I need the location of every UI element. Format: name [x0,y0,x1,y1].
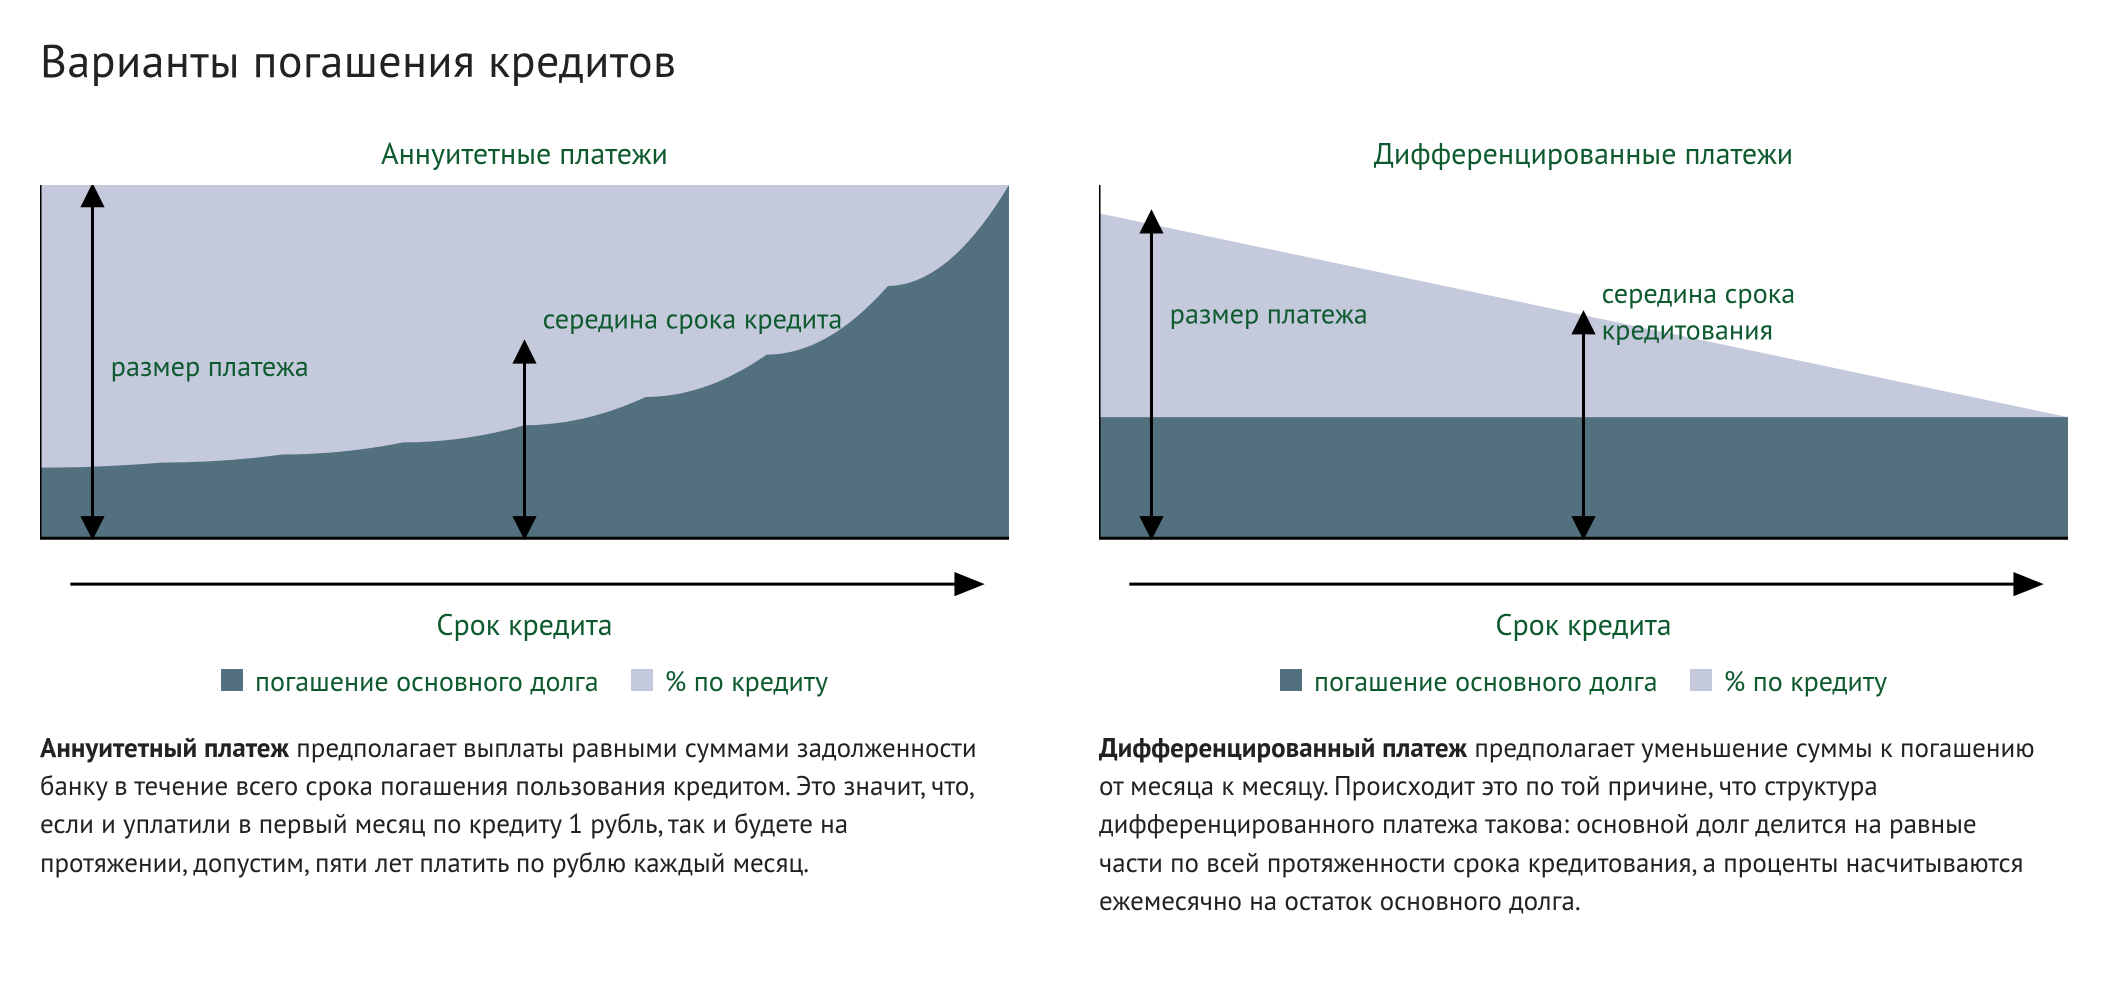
diff-x-axis: Срок кредита [1099,568,2068,643]
diff-column: Дифференцированные платежи размер платеж… [1099,124,2068,947]
diff-chart-title: Дифференцированные платежи [1099,134,2068,173]
diff-legend: погашение основного долга % по кредиту [1099,662,2068,699]
time-axis-arrow [1099,568,2068,600]
svg-text:середина срока: середина срока [1602,274,1796,311]
svg-text:размер платежа: размер платежа [111,347,309,384]
legend-label-interest: % по кредиту [1724,662,1887,699]
annuity-description-bold: Аннуитетный платеж [40,731,289,765]
legend-item-principal: погашение основного долга [1280,662,1658,699]
legend-item-interest: % по кредиту [1690,662,1887,699]
diff-chart: размер платежа середина срокакредитования [1099,185,2068,558]
svg-text:кредитования: кредитования [1602,310,1773,347]
diff-chart-svg: размер платежа середина срокакредитования [1099,185,2068,558]
annuity-x-axis-label: Срок кредита [40,605,1009,644]
annuity-chart: размер платежа середина срока кредита [40,185,1009,558]
legend-label-principal: погашение основного долга [1314,662,1658,699]
legend-swatch-principal [1280,669,1302,691]
annuity-x-axis: Срок кредита [40,568,1009,643]
diff-x-axis-label: Срок кредита [1099,605,2068,644]
page-title: Варианты погашения кредитов [40,30,2068,90]
annuity-legend: погашение основного долга % по кредиту [40,662,1009,699]
page: Варианты погашения кредитов Аннуитетные … [0,0,2108,987]
columns: Аннуитетные платежи размер платежа середи… [40,124,2068,947]
legend-item-principal: погашение основного долга [221,662,599,699]
annuity-column: Аннуитетные платежи размер платежа середи… [40,124,1009,947]
legend-label-principal: погашение основного долга [255,662,599,699]
annuity-description: Аннуитетный платеж предполагает выплаты … [40,729,980,882]
legend-swatch-interest [1690,669,1712,691]
diff-description: Дифференцированный платеж предполагает у… [1099,729,2039,921]
legend-item-interest: % по кредиту [631,662,828,699]
legend-label-interest: % по кредиту [665,662,828,699]
annuity-chart-title: Аннуитетные платежи [40,134,1009,173]
diff-description-bold: Дифференцированный платеж [1099,731,1467,765]
svg-text:середина срока кредита: середина срока кредита [543,299,843,336]
time-axis-arrow [40,568,1009,600]
legend-swatch-principal [221,669,243,691]
svg-text:размер платежа: размер платежа [1170,294,1368,331]
annuity-chart-svg: размер платежа середина срока кредита [40,185,1009,558]
legend-swatch-interest [631,669,653,691]
